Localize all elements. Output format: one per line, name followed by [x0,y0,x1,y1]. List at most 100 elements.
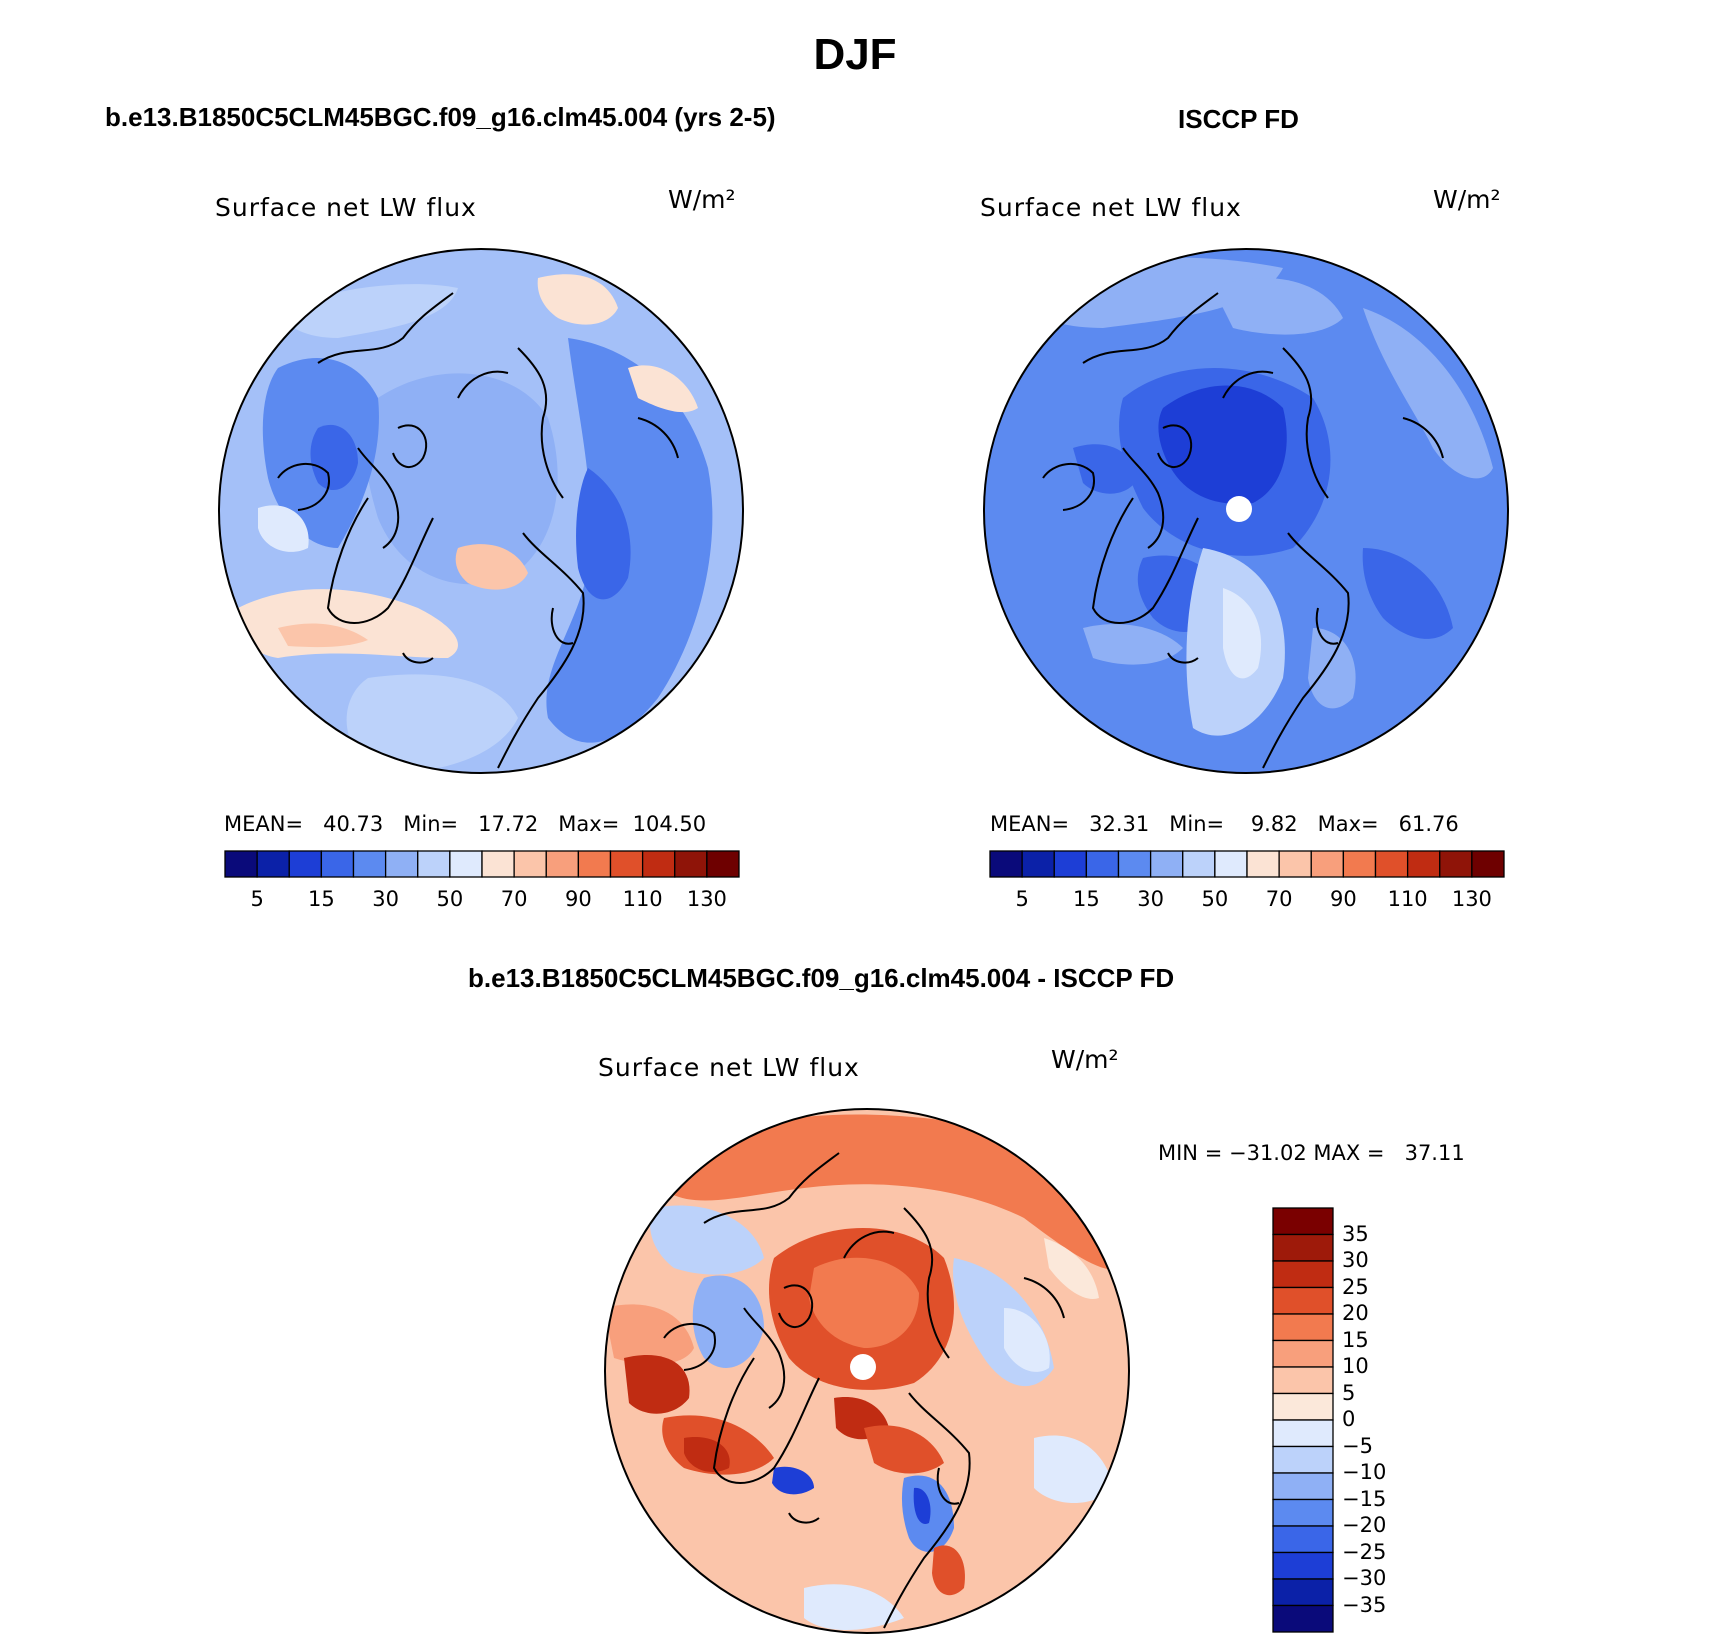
colorbar-tick-label: 70 [500,887,528,911]
colorbar-tick-label: −10 [1342,1460,1387,1484]
colorbar-swatch [1272,1525,1334,1554]
model-min-label: Min= [403,812,459,836]
diff-max-value: 37.11 [1404,1141,1465,1165]
colorbar-tick-label: 30 [372,887,399,911]
model-min-value: 17.72 [478,812,539,836]
colorbar-swatch [1272,1207,1334,1236]
colorbar-swatch [1310,850,1345,878]
colorbar-swatch [256,850,290,878]
colorbar-swatch [1149,850,1184,878]
model-mean-value: 40.73 [323,812,384,836]
diff-min-value: −31.02 [1228,1141,1307,1165]
colorbar-swatch [481,850,515,878]
colorbar-swatch [989,850,1023,878]
colorbar-tick-label: −5 [1342,1433,1373,1458]
colorbar-swatch [1246,850,1280,878]
colorbar-tick-label: 110 [622,887,663,911]
colorbar-tick-label: 25 [1342,1274,1369,1299]
colorbar-swatch [609,850,644,878]
colorbar-swatch [1272,1286,1334,1315]
colorbar-tick-label: 50 [1201,887,1229,911]
colorbar-swatch [1182,850,1216,878]
model-max-value: 104.50 [632,812,707,836]
model-variable-label: Surface net LW flux [215,193,477,222]
colorbar-tick-label: −25 [1342,1539,1387,1564]
colorbar-swatch [545,850,580,878]
colorbar-swatch [706,850,740,878]
colorbar-tick-label: 35 [1342,1221,1369,1246]
obs-panel-title: ISCCP FD [1178,104,1299,134]
obs-units-label: W/m² [1433,185,1501,214]
colorbar-swatch [1272,1260,1334,1289]
colorbar-tick-label: 70 [1265,887,1293,911]
colorbar-swatch [577,850,612,878]
colorbar-swatch [1272,1233,1334,1262]
colorbar-tick-label: 15 [308,887,335,911]
colorbar-tick-label: 0 [1342,1407,1356,1431]
colorbar-swatch [288,850,323,878]
colorbar-swatch [1439,850,1473,878]
colorbar-tick-label: 90 [1330,887,1357,911]
colorbar-tick-label: 10 [1342,1354,1369,1378]
model-colorbar [224,850,740,878]
main-title: DJF [813,30,897,79]
diff-stats: MIN = −31.02 MAX = 37.11 [1158,1141,1465,1165]
diff-variable-label: Surface net LW flux [598,1053,860,1082]
colorbar-swatch [1117,850,1152,878]
colorbar-tick-label: −30 [1342,1566,1387,1590]
colorbar-swatch [1278,850,1312,878]
colorbar-tick-label: 110 [1387,887,1428,911]
diff-max-label: MAX = [1313,1141,1385,1165]
model-max-label: Max= [558,812,620,836]
model-stats: MEAN= 40.73 Min= 17.72 Max= 104.50 [224,812,706,836]
colorbar-tick-label: 20 [1342,1301,1369,1325]
model-panel-title: b.e13.B1850C5CLM45BGC.f09_g16.clm45.004 … [105,102,776,132]
obs-max-label: Max= [1317,812,1379,836]
colorbar-tick-label: 15 [1073,887,1100,911]
colorbar-swatch [641,850,676,878]
diff-units-label: W/m² [1051,1045,1119,1074]
colorbar-tick-label: 50 [436,887,464,911]
colorbar-swatch [320,850,355,878]
colorbar-tick-label: 30 [1342,1248,1369,1272]
colorbar-swatch [384,850,419,878]
model-mean-label: MEAN= [224,812,304,836]
colorbar-swatch [449,850,483,878]
colorbar-swatch [513,850,547,878]
colorbar-tick-label: 5 [250,887,264,911]
colorbar-swatch [1053,850,1088,878]
colorbar-swatch [1272,1366,1334,1395]
colorbar-swatch [1272,1578,1334,1607]
colorbar-swatch [1272,1339,1334,1368]
obs-max-value: 61.76 [1398,812,1459,836]
obs-variable-label: Surface net LW flux [980,193,1242,222]
colorbar-swatch [1342,850,1377,878]
colorbar-swatch [1085,850,1120,878]
colorbar-swatch [1374,850,1409,878]
colorbar-tick-label: −15 [1342,1486,1387,1511]
colorbar-tick-label: 5 [1015,887,1029,911]
obs-min-label: Min= [1169,812,1225,836]
diff-colorbar [1272,1207,1334,1633]
obs-mean-value: 32.31 [1089,812,1150,836]
colorbar-swatch [1214,850,1248,878]
colorbar-swatch [1272,1472,1334,1501]
diff-polar-map [604,1108,1130,1634]
colorbar-swatch [352,850,387,878]
colorbar-swatch [224,850,258,878]
colorbar-tick-label: 30 [1137,887,1164,911]
colorbar-swatch [674,850,708,878]
obs-stats: MEAN= 32.31 Min= 9.82 Max= 61.76 [990,812,1459,836]
model-units-label: W/m² [668,185,736,214]
colorbar-tick-label: 15 [1342,1327,1369,1352]
colorbar-swatch [1406,850,1441,878]
obs-colorbar [989,850,1505,878]
model-polar-map [218,248,744,774]
colorbar-tick-label: −20 [1342,1513,1387,1537]
colorbar-swatch [1272,1498,1334,1527]
colorbar-tick-label: 5 [1342,1380,1356,1405]
colorbar-swatch [1272,1604,1334,1633]
diff-min-label: MIN = [1158,1141,1223,1165]
colorbar-tick-label: 130 [686,887,727,911]
colorbar-swatch [1272,1551,1334,1580]
